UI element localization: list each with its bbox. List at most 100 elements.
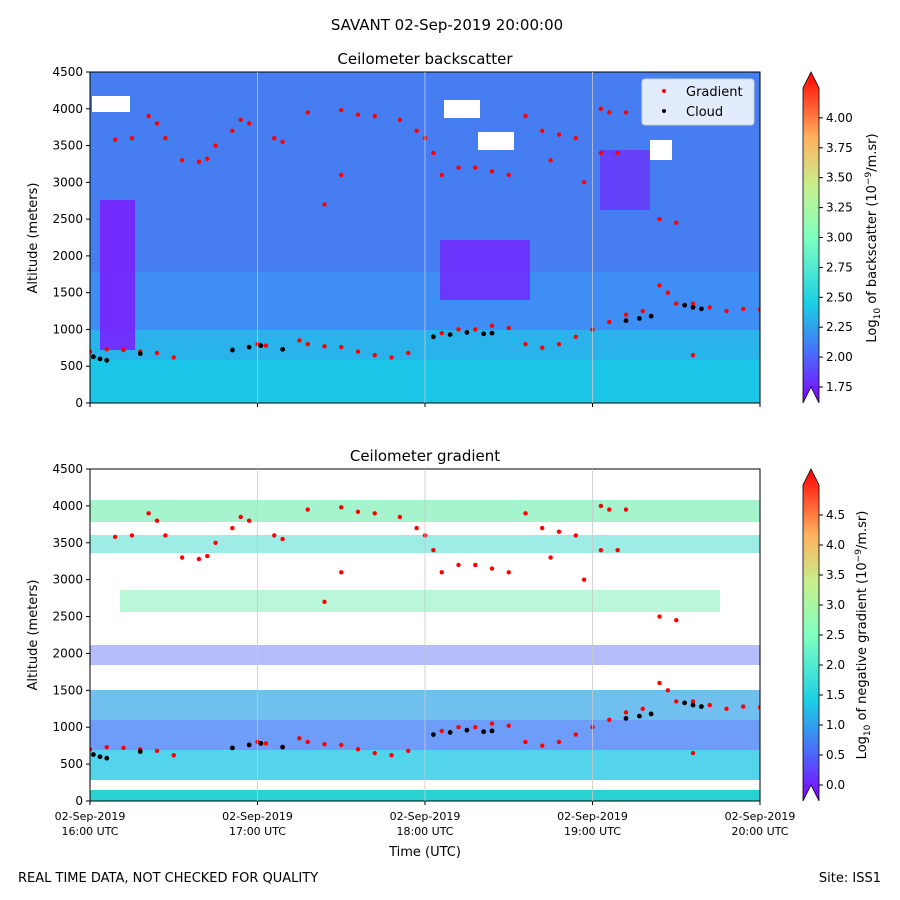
- cloud-point: [137, 749, 143, 754]
- x-tick-time-label: 17:00 UTC: [229, 825, 286, 838]
- gradient-point: [431, 547, 436, 553]
- gradient-point: [305, 507, 310, 512]
- gradient-point: [238, 117, 243, 123]
- gradient-point: [556, 132, 562, 137]
- gradient-point: [339, 108, 344, 113]
- gradient-hour-lines: [257, 469, 593, 801]
- gradient-point: [146, 113, 151, 119]
- gradient-point: [657, 614, 662, 619]
- gradient-y-tick-label: 3000: [52, 573, 83, 587]
- backscatter-white-patch-d: [650, 140, 672, 160]
- gradient-point: [456, 562, 461, 568]
- backscatter-y-tick-label: 3000: [52, 175, 83, 189]
- gradient-point: [305, 110, 310, 115]
- gradient-point: [690, 750, 696, 756]
- gradient-point: [372, 113, 377, 119]
- cloud-point: [97, 356, 103, 362]
- gradient-point: [439, 570, 444, 575]
- gradient-point: [540, 743, 545, 748]
- gradient-point: [598, 547, 604, 553]
- cloud-point: [229, 745, 235, 751]
- gradient-point: [506, 172, 511, 178]
- gradient-point: [205, 156, 210, 161]
- backscatter-y-tick-label: 1500: [52, 286, 83, 300]
- cloud-point: [104, 357, 110, 363]
- gradient-point: [556, 739, 562, 745]
- gradient-point: [657, 680, 662, 686]
- cloud-point: [280, 346, 286, 352]
- gradient-y-tick-label: 4500: [52, 462, 83, 476]
- gradient-point: [573, 732, 578, 737]
- backscatter-hour-lines: [257, 72, 593, 403]
- gradient-point: [213, 540, 218, 545]
- gradient-point: [112, 137, 118, 142]
- cloud-point: [258, 741, 264, 746]
- gradient-point: [523, 341, 528, 347]
- gradient-point: [598, 150, 604, 156]
- gradient-point: [473, 165, 478, 170]
- gradient-point: [121, 745, 126, 751]
- gradient-point: [489, 169, 495, 174]
- gradient-colorbar-tick-label: 4.5: [826, 508, 845, 522]
- gradient-point: [657, 283, 662, 288]
- cloud-point: [464, 727, 470, 733]
- gradient-point: [707, 305, 712, 310]
- backscatter-colorbar-ticks: 1.75 2.00 2.25 2.50 2.75 3.00 3.25 3.50 3.75 4.00: [819, 111, 853, 394]
- gradient-point: [322, 599, 327, 604]
- backscatter-colorbar-tick-label: 4.00: [826, 111, 853, 125]
- gradient-point: [690, 699, 696, 704]
- gradient-point: [489, 566, 495, 571]
- x-tick-time-label: 18:00 UTC: [396, 825, 453, 838]
- gradient-colorbar-tick-label: 0.0: [826, 778, 845, 792]
- gradient-y-tick-label: 3500: [52, 536, 83, 550]
- gradient-point: [598, 503, 604, 509]
- gradient-point: [548, 158, 553, 163]
- gradient-point: [556, 341, 562, 347]
- gradient-colorbar-tick-label: 3.0: [826, 598, 845, 612]
- backscatter-purple-column: [100, 200, 135, 350]
- gradient-point: [607, 319, 612, 325]
- backscatter-colorbar-tick-label: 3.50: [826, 171, 853, 185]
- x-tick-time-label: 16:00 UTC: [61, 825, 118, 838]
- gradient-y-axis-label: Altitude (meters): [26, 580, 41, 691]
- backscatter-cloud-points: [90, 302, 704, 363]
- gradient-point: [355, 509, 361, 514]
- backscatter-y-tick-label: 4000: [52, 102, 83, 116]
- gradient-y-tick-label: 0: [75, 794, 83, 808]
- gradient-point: [272, 136, 277, 141]
- gradient-point: [506, 570, 511, 575]
- gradient-point: [355, 747, 361, 752]
- gradient-cloud-points: [90, 700, 704, 761]
- gradient-point: [230, 128, 235, 134]
- gradient-point: [322, 202, 327, 207]
- cloud-point: [447, 729, 453, 735]
- backscatter-purple-patch-b: [600, 150, 650, 210]
- gradient-point: [581, 180, 587, 185]
- gradient-point: [163, 136, 168, 141]
- gradient-point: [372, 352, 377, 358]
- legend-box: [641, 78, 755, 126]
- gradient-point: [90, 349, 93, 354]
- cloud-point: [623, 318, 629, 324]
- legend-gradient-marker: [662, 89, 666, 93]
- x-tick-date-label: 02-Sep-2019: [390, 810, 461, 823]
- cloud-point: [698, 704, 704, 709]
- gradient-gradient-points: [90, 503, 760, 758]
- legend-cloud-label: Cloud: [686, 105, 723, 120]
- gradient-point: [456, 327, 461, 332]
- backscatter-y-tick-label: 0: [75, 396, 83, 410]
- gradient-colorbar-label: Log10 of negative gradient (10−9/m.sr): [854, 511, 873, 760]
- gradient-point: [757, 307, 760, 312]
- gradient-point: [615, 547, 620, 553]
- x-tick-date-label: 02-Sep-2019: [725, 810, 796, 823]
- backscatter-y-tick-label: 500: [60, 359, 83, 373]
- cloud-point: [690, 304, 696, 310]
- gradient-point: [456, 725, 461, 730]
- gradient-point: [246, 518, 252, 523]
- gradient-y-tick-label: 2500: [52, 610, 83, 624]
- gradient-point: [238, 514, 243, 520]
- gradient-point: [339, 742, 344, 748]
- figure-title: SAVANT 02-Sep-2019 20:00:00: [331, 16, 563, 34]
- gradient-point: [297, 338, 302, 343]
